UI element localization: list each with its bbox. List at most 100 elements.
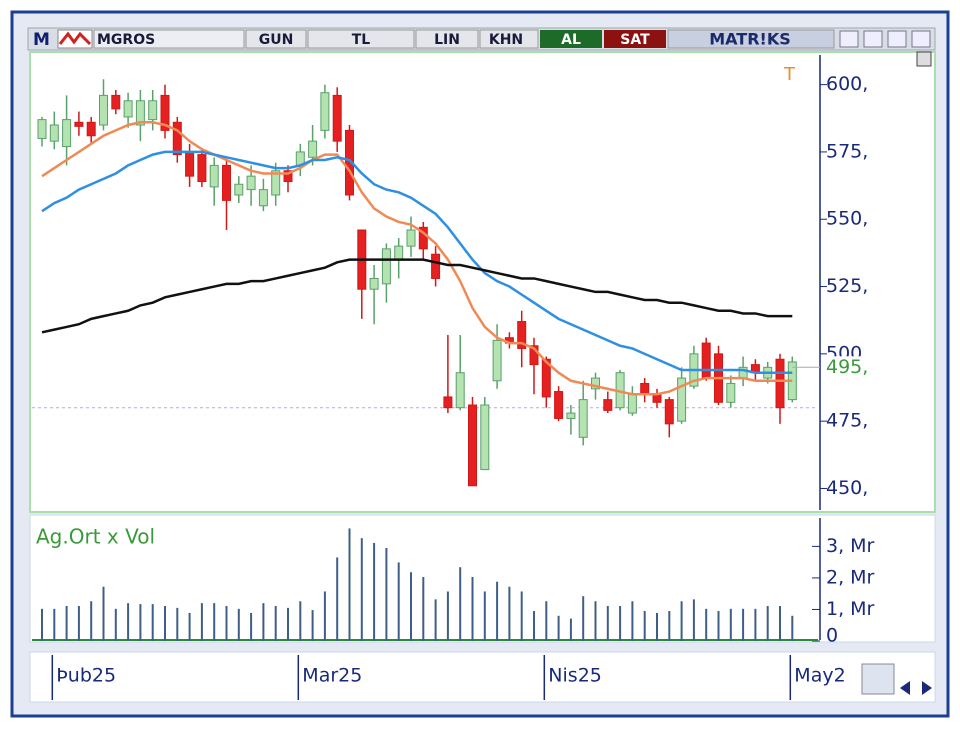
- sell-button[interactable]: [604, 30, 666, 48]
- volume-bar: [262, 603, 265, 641]
- volume-bar: [545, 601, 548, 641]
- candle-body: [381, 248, 391, 285]
- toolbar: M MGROS GUN TL LIN KHN AL SAT MATR!KS: [27, 27, 936, 51]
- candle-body: [529, 345, 539, 366]
- candle-body: [578, 399, 588, 438]
- volume-bar: [348, 528, 351, 641]
- y-tick-label: 525,: [826, 275, 868, 297]
- volume-bar: [643, 611, 646, 641]
- volume-bar: [250, 612, 253, 641]
- candle-body: [332, 94, 342, 142]
- candle-body: [443, 396, 453, 409]
- volume-bar: [225, 605, 228, 641]
- candle-body: [62, 119, 72, 148]
- volume-bar: [459, 567, 462, 641]
- buy-button[interactable]: [540, 30, 602, 48]
- volume-bar: [520, 591, 523, 641]
- y-tick-label: 1, Mr: [826, 598, 875, 620]
- candle-body: [185, 151, 195, 177]
- volume-bar: [397, 562, 400, 641]
- sell: SAT: [620, 32, 650, 48]
- brand-box: [667, 29, 835, 49]
- candle-body: [308, 140, 318, 158]
- last-price-label: 495,: [826, 356, 868, 378]
- last-price-bg: [823, 356, 875, 379]
- volume-bar: [791, 615, 794, 641]
- volume-bar: [176, 607, 179, 641]
- currency-button[interactable]: [307, 29, 415, 49]
- candle-body: [320, 92, 330, 131]
- volume-bar: [114, 608, 117, 641]
- time-label: Nis25: [548, 665, 602, 687]
- nav-buttons[interactable]: [861, 663, 932, 695]
- symbol-logo[interactable]: [57, 29, 93, 49]
- candle-body: [246, 175, 256, 191]
- window-buttons[interactable]: [839, 30, 931, 48]
- candle-body: [283, 170, 293, 183]
- volume-bar: [557, 615, 560, 641]
- candle-body: [86, 121, 96, 137]
- volume-bar: [287, 607, 289, 641]
- menu-icon[interactable]: M: [33, 30, 50, 50]
- volume-title: Ag.Ort x Vol: [36, 525, 155, 549]
- candle-body: [541, 358, 551, 398]
- period: GUN: [259, 32, 294, 48]
- candle-body: [431, 253, 441, 279]
- candle-body: [74, 121, 84, 127]
- candle-body: [455, 372, 465, 409]
- symbol-box[interactable]: [93, 29, 245, 49]
- volume-bar: [323, 591, 326, 641]
- candle-body: [369, 277, 379, 290]
- volume-bar: [471, 576, 474, 641]
- scale: LIN: [434, 32, 460, 48]
- volume-bar: [692, 599, 695, 641]
- brand: MATR!KS: [709, 30, 791, 49]
- volume-bar: [582, 596, 585, 641]
- marker-label: T: [783, 64, 796, 85]
- candle-body: [480, 404, 490, 471]
- buy: AL: [561, 32, 581, 48]
- volume-bar: [508, 586, 511, 641]
- moving-average: [41, 150, 793, 374]
- volume-bar: [606, 605, 609, 641]
- candle-body: [209, 164, 219, 188]
- volume-bar: [360, 538, 363, 641]
- volume-bar: [90, 601, 93, 641]
- candle-body: [418, 226, 428, 250]
- candle-body: [99, 94, 108, 126]
- volume-bar: [65, 605, 68, 641]
- volume-bar: [717, 611, 720, 641]
- volume-bar: [410, 572, 412, 641]
- volume-bar: [299, 601, 302, 641]
- candle-body: [37, 119, 47, 139]
- volume-bar: [151, 604, 154, 641]
- candle-body: [554, 391, 564, 419]
- candle-body: [627, 393, 637, 414]
- volume-bar: [213, 603, 216, 641]
- candle-body: [148, 100, 158, 121]
- volume-bar: [779, 605, 781, 641]
- volume-bar: [742, 608, 745, 641]
- volume-bar: [311, 610, 314, 641]
- volume-bar: [766, 605, 769, 641]
- volume-bar: [77, 605, 80, 641]
- panel-button[interactable]: [916, 51, 932, 67]
- volume-bar: [656, 612, 658, 641]
- volume-bar: [705, 608, 708, 641]
- symbol: MGROS: [97, 32, 155, 48]
- volume-bar: [680, 601, 683, 641]
- period-button[interactable]: [245, 29, 307, 49]
- moving-average: [41, 258, 793, 334]
- volume-bar: [668, 611, 671, 641]
- y-tick-label: 475,: [826, 410, 868, 432]
- mode-button[interactable]: [479, 29, 539, 49]
- candle-body: [677, 377, 687, 422]
- candle-body: [135, 100, 145, 126]
- volume-bar: [385, 547, 388, 641]
- y-tick-label: 575,: [826, 140, 868, 162]
- y-tick-label: 550,: [826, 208, 868, 230]
- candle-body: [517, 321, 527, 349]
- volume-bar: [127, 603, 130, 641]
- scale-button[interactable]: [415, 29, 479, 49]
- volume-bar: [188, 612, 191, 641]
